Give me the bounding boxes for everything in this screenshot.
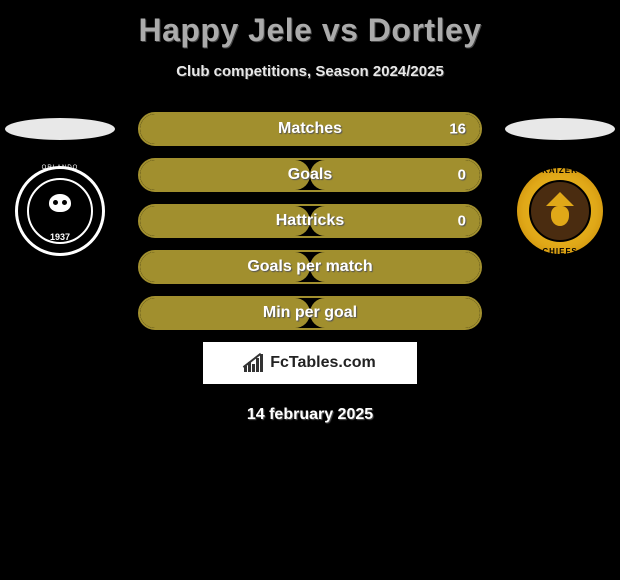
- page-subtitle: Club competitions, Season 2024/2025: [0, 63, 620, 80]
- comparison-content: ORLANDO 1937 KAIZER CHIEFS Matches16 Goal…: [0, 112, 620, 424]
- stat-value-right: 0: [458, 213, 466, 230]
- stat-value-right: 16: [449, 121, 466, 138]
- stat-value-right: 0: [458, 167, 466, 184]
- footer-date: 14 february 2025: [0, 406, 620, 424]
- bar-chart-icon: [244, 354, 266, 372]
- stat-row: Goals0: [138, 158, 482, 192]
- club-name-right-bottom: CHIEFS: [515, 247, 605, 256]
- stat-label: Matches: [140, 120, 480, 138]
- club-name-left-top: ORLANDO: [15, 165, 105, 171]
- stat-row: Goals per match: [138, 250, 482, 284]
- club-year-left: 1937: [15, 232, 105, 242]
- stat-label: Min per goal: [140, 304, 480, 322]
- stat-row: Matches16: [138, 112, 482, 146]
- club-logo-right: KAIZER CHIEFS: [515, 166, 605, 256]
- attribution-box: FcTables.com: [203, 342, 417, 384]
- stat-row: Hattricks0: [138, 204, 482, 238]
- skull-icon: [49, 194, 71, 212]
- stat-label: Goals per match: [140, 258, 480, 276]
- attribution-text: FcTables.com: [270, 354, 376, 372]
- player-photo-left: [5, 118, 115, 140]
- club-name-right-top: KAIZER: [515, 166, 605, 175]
- chief-head-icon: [543, 192, 577, 230]
- stat-label: Goals: [140, 166, 480, 184]
- stat-row: Min per goal: [138, 296, 482, 330]
- stat-label: Hattricks: [140, 212, 480, 230]
- stats-container: Matches16Goals0Hattricks0Goals per match…: [138, 112, 482, 330]
- page-title: Happy Jele vs Dortley: [0, 0, 620, 49]
- player-photo-right: [505, 118, 615, 140]
- club-logo-left: ORLANDO 1937: [15, 166, 105, 256]
